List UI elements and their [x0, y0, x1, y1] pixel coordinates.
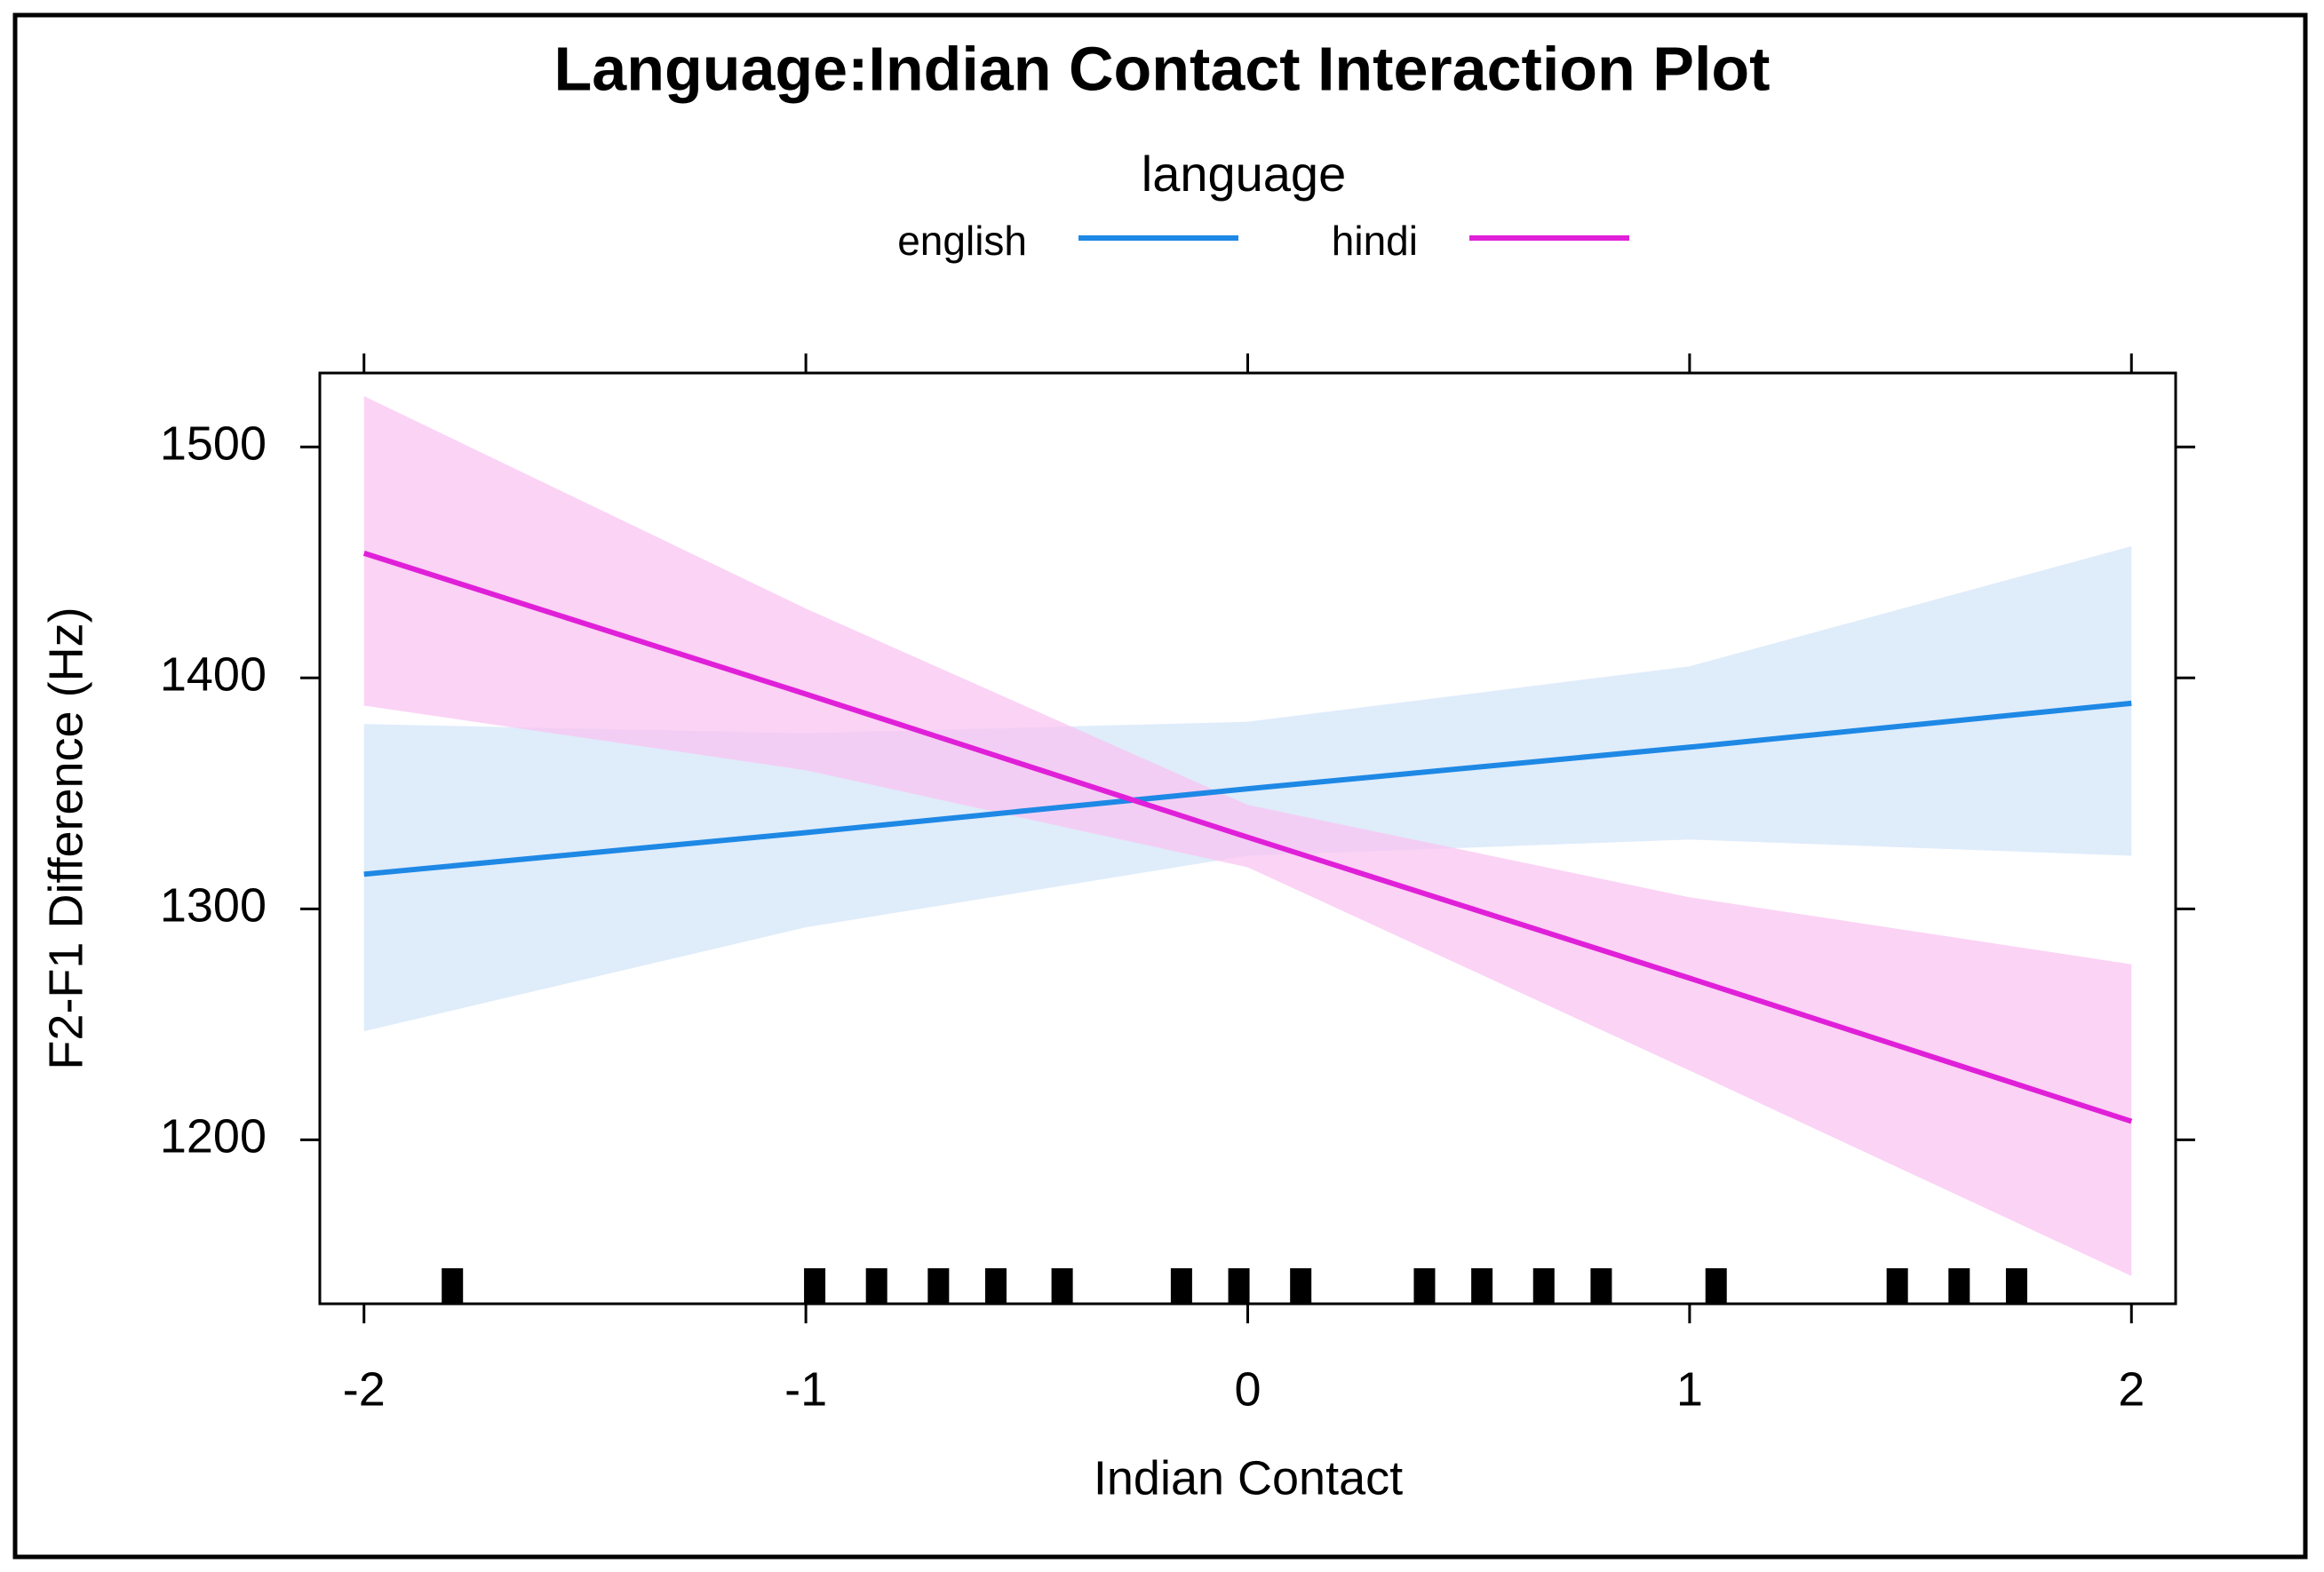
- frame: [12, 12, 2308, 1560]
- chart-title: Language:Indian Contact Interaction Plot: [554, 34, 1771, 103]
- y-axis-label: F2-F1 Difference (Hz): [39, 607, 92, 1069]
- legend-title: language: [1142, 146, 1346, 202]
- x-tick-label: -1: [784, 1362, 827, 1416]
- x-tick-label: 1: [1676, 1362, 1703, 1416]
- rug-tick: [1228, 1268, 1250, 1304]
- y-tick-label: 1400: [160, 648, 267, 702]
- x-axis-label: Indian Contact: [1094, 1451, 1403, 1505]
- rug-tick: [2005, 1268, 2027, 1304]
- x-tick-label: 0: [1234, 1362, 1261, 1416]
- x-tick-label: 2: [2118, 1362, 2145, 1416]
- rug-tick: [865, 1268, 887, 1304]
- rug-tick: [804, 1268, 826, 1304]
- line: [363, 700, 2132, 877]
- rug-tick: [442, 1268, 464, 1304]
- rug-tick: [1170, 1268, 1192, 1304]
- rug-tick: [1532, 1268, 1555, 1304]
- rug-tick: [1948, 1268, 1970, 1304]
- rug-tick: [1051, 1268, 1073, 1304]
- rug-tick: [1471, 1268, 1493, 1304]
- legend-label: hindi: [1332, 218, 1418, 264]
- rug-tick: [984, 1268, 1007, 1304]
- rug-tick: [1886, 1268, 1908, 1304]
- y-tick-label: 1200: [160, 1110, 267, 1163]
- x-tick-label: -2: [343, 1362, 386, 1416]
- rug-tick: [1413, 1268, 1436, 1304]
- rug-tick: [1590, 1268, 1612, 1304]
- rug-tick: [1705, 1268, 1727, 1304]
- line: [362, 550, 2133, 1124]
- legend-label: english: [897, 218, 1027, 264]
- rug-tick: [1290, 1268, 1312, 1304]
- y-tick-label: 1500: [160, 417, 267, 470]
- rug-tick: [927, 1268, 950, 1304]
- y-tick-label: 1300: [160, 879, 267, 933]
